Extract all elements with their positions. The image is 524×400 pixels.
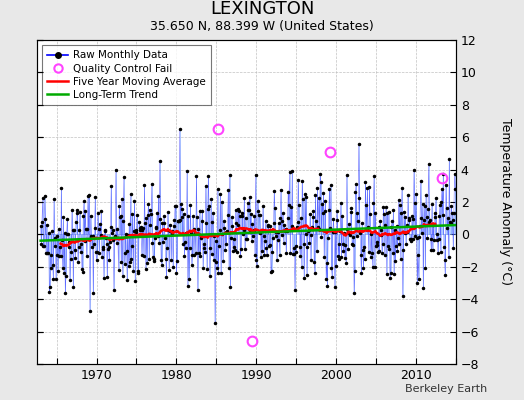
Y-axis label: Temperature Anomaly (°C): Temperature Anomaly (°C) [499,118,511,286]
Legend: Raw Monthly Data, Quality Control Fail, Five Year Moving Average, Long-Term Tren: Raw Monthly Data, Quality Control Fail, … [42,45,211,105]
Text: 35.650 N, 88.399 W (United States): 35.650 N, 88.399 W (United States) [150,20,374,33]
Text: LEXINGTON: LEXINGTON [210,0,314,18]
Text: Berkeley Earth: Berkeley Earth [405,384,487,394]
